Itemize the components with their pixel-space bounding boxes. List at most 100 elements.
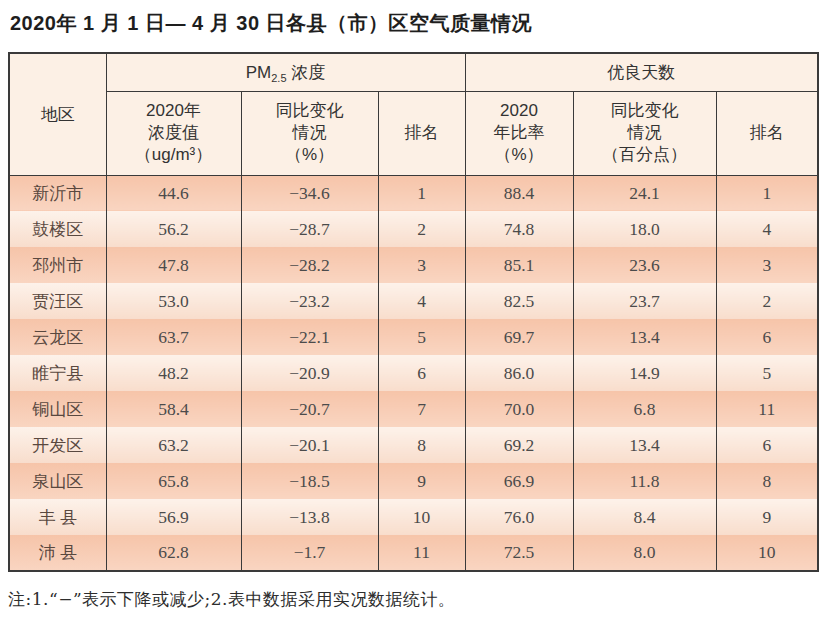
pm-value-cell: 44.6 <box>106 175 241 211</box>
table-row: 泉山区 65.8 −18.5 9 66.9 11.8 8 <box>9 463 818 499</box>
days-rank-cell: 10 <box>716 535 818 571</box>
pm-change-cell: −18.5 <box>241 463 378 499</box>
document-page: 2020年 1 月 1 日— 4 月 30 日各县（市）区空气质量情况 地区 P… <box>0 10 825 620</box>
pm-subscript: 2.5 <box>271 72 286 84</box>
header-pm-value: 2020年 浓度值 （ug/m³） <box>106 91 241 175</box>
table-header: 地区 PM2.5 浓度 优良天数 2020年 浓度值 （ug/m³） 同比变化 … <box>9 53 818 175</box>
pm-value-cell: 56.2 <box>106 211 241 247</box>
table-row: 沛 县 62.8 −1.7 11 72.5 8.0 10 <box>9 535 818 571</box>
table-row: 睢宁县 48.2 −20.9 6 86.0 14.9 5 <box>9 355 818 391</box>
pm-rank-cell: 11 <box>378 535 465 571</box>
days-rate-cell: 69.2 <box>465 427 573 463</box>
header-group-good-days: 优良天数 <box>465 53 818 91</box>
table-row: 铜山区 58.4 −20.7 7 70.0 6.8 11 <box>9 391 818 427</box>
days-rate-cell: 88.4 <box>465 175 573 211</box>
days-change-cell: 6.8 <box>573 391 716 427</box>
pm-rank-cell: 4 <box>378 283 465 319</box>
region-cell: 贾汪区 <box>9 283 106 319</box>
table-row: 贾汪区 53.0 −23.2 4 82.5 23.7 2 <box>9 283 818 319</box>
pm-change-cell: −20.7 <box>241 391 378 427</box>
pm-change-cell: −20.1 <box>241 427 378 463</box>
days-change-cell: 18.0 <box>573 211 716 247</box>
pm-value-cell: 48.2 <box>106 355 241 391</box>
header-pm-rank: 排名 <box>378 91 465 175</box>
pm-change-cell: −13.8 <box>241 499 378 535</box>
days-rate-cell: 76.0 <box>465 499 573 535</box>
pm-change-cell: −28.2 <box>241 247 378 283</box>
pm-rank-cell: 3 <box>378 247 465 283</box>
pm-value-cell: 62.8 <box>106 535 241 571</box>
days-rank-cell: 9 <box>716 499 818 535</box>
days-rate-cell: 66.9 <box>465 463 573 499</box>
days-change-cell: 13.4 <box>573 427 716 463</box>
table-row: 新沂市 44.6 −34.6 1 88.4 24.1 1 <box>9 175 818 211</box>
days-rank-cell: 8 <box>716 463 818 499</box>
days-rank-cell: 1 <box>716 175 818 211</box>
region-cell: 邳州市 <box>9 247 106 283</box>
region-cell: 沛 县 <box>9 535 106 571</box>
table-row: 云龙区 63.7 −22.1 5 69.7 13.4 6 <box>9 319 818 355</box>
days-rank-cell: 6 <box>716 319 818 355</box>
header-days-rank: 排名 <box>716 91 818 175</box>
region-cell: 鼓楼区 <box>9 211 106 247</box>
days-rate-cell: 82.5 <box>465 283 573 319</box>
pm-rank-cell: 2 <box>378 211 465 247</box>
pm-rank-cell: 6 <box>378 355 465 391</box>
table-row: 邳州市 47.8 −28.2 3 85.1 23.6 3 <box>9 247 818 283</box>
header-group-pm25: PM2.5 浓度 <box>106 53 465 91</box>
pm-rank-cell: 7 <box>378 391 465 427</box>
pm-label-suffix: 浓度 <box>287 63 326 82</box>
region-cell: 泉山区 <box>9 463 106 499</box>
days-change-cell: 23.7 <box>573 283 716 319</box>
header-pm-change: 同比变化 情况 （%） <box>241 91 378 175</box>
footnote: 注:1.“−”表示下降或减少;2.表中数据采用实况数据统计。 <box>8 588 825 611</box>
pm-change-cell: −23.2 <box>241 283 378 319</box>
region-cell: 铜山区 <box>9 391 106 427</box>
days-rank-cell: 11 <box>716 391 818 427</box>
header-group-row: 地区 PM2.5 浓度 优良天数 <box>9 53 818 91</box>
region-cell: 云龙区 <box>9 319 106 355</box>
days-rank-cell: 6 <box>716 427 818 463</box>
pm-change-cell: −34.6 <box>241 175 378 211</box>
days-rate-cell: 69.7 <box>465 319 573 355</box>
pm-label: PM <box>246 63 272 82</box>
pm-rank-cell: 1 <box>378 175 465 211</box>
pm-value-cell: 63.2 <box>106 427 241 463</box>
days-rate-cell: 85.1 <box>465 247 573 283</box>
region-cell: 新沂市 <box>9 175 106 211</box>
table-row: 丰 县 56.9 −13.8 10 76.0 8.4 9 <box>9 499 818 535</box>
pm-value-cell: 47.8 <box>106 247 241 283</box>
days-change-cell: 14.9 <box>573 355 716 391</box>
table-row: 鼓楼区 56.2 −28.7 2 74.8 18.0 4 <box>9 211 818 247</box>
pm-change-cell: −20.9 <box>241 355 378 391</box>
days-rate-cell: 86.0 <box>465 355 573 391</box>
table-row: 开发区 63.2 −20.1 8 69.2 13.4 6 <box>9 427 818 463</box>
pm-value-cell: 56.9 <box>106 499 241 535</box>
table-body: 新沂市 44.6 −34.6 1 88.4 24.1 1 鼓楼区 56.2 −2… <box>9 175 818 571</box>
header-region: 地区 <box>9 53 106 175</box>
pm-change-cell: −1.7 <box>241 535 378 571</box>
days-rank-cell: 5 <box>716 355 818 391</box>
pm-value-cell: 63.7 <box>106 319 241 355</box>
days-rank-cell: 4 <box>716 211 818 247</box>
region-cell: 开发区 <box>9 427 106 463</box>
pm-rank-cell: 10 <box>378 499 465 535</box>
region-cell: 丰 县 <box>9 499 106 535</box>
page-title: 2020年 1 月 1 日— 4 月 30 日各县（市）区空气质量情况 <box>10 10 825 37</box>
region-cell: 睢宁县 <box>9 355 106 391</box>
air-quality-table: 地区 PM2.5 浓度 优良天数 2020年 浓度值 （ug/m³） 同比变化 … <box>8 52 819 572</box>
pm-rank-cell: 9 <box>378 463 465 499</box>
header-sub-row: 2020年 浓度值 （ug/m³） 同比变化 情况 （%） 排名 2020 年比… <box>9 91 818 175</box>
days-rate-cell: 70.0 <box>465 391 573 427</box>
pm-rank-cell: 5 <box>378 319 465 355</box>
days-rate-cell: 74.8 <box>465 211 573 247</box>
days-rank-cell: 2 <box>716 283 818 319</box>
header-days-change: 同比变化 情况 （百分点） <box>573 91 716 175</box>
days-rate-cell: 72.5 <box>465 535 573 571</box>
pm-value-cell: 53.0 <box>106 283 241 319</box>
pm-change-cell: −22.1 <box>241 319 378 355</box>
days-change-cell: 11.8 <box>573 463 716 499</box>
header-days-rate: 2020 年比率 （%） <box>465 91 573 175</box>
days-change-cell: 8.0 <box>573 535 716 571</box>
days-rank-cell: 3 <box>716 247 818 283</box>
